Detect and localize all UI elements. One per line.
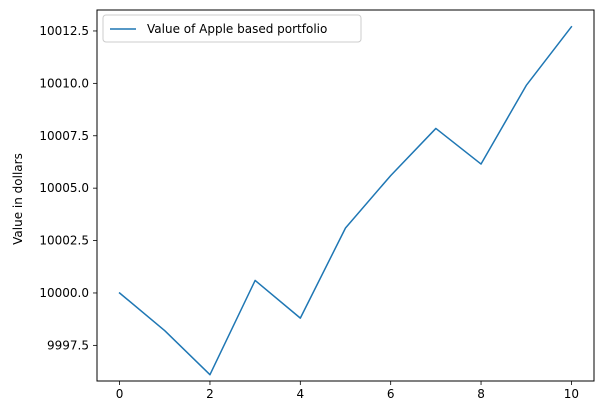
y-tick-label: 10007.5 xyxy=(39,129,89,143)
x-tick-label: 10 xyxy=(564,387,579,401)
x-tick-label: 6 xyxy=(387,387,395,401)
y-tick-label: 9997.5 xyxy=(47,338,89,352)
y-tick-label: 10012.5 xyxy=(39,24,89,38)
y-axis-label: Value in dollars xyxy=(11,153,25,245)
legend-label: Value of Apple based portfolio xyxy=(147,22,327,36)
plot-area xyxy=(118,25,573,376)
series-line xyxy=(118,25,573,376)
y-tick-label: 10005.0 xyxy=(39,181,89,195)
legend: Value of Apple based portfolio xyxy=(102,14,362,43)
x-tick-label: 0 xyxy=(116,387,124,401)
x-tick-label: 2 xyxy=(206,387,214,401)
x-tick-label: 4 xyxy=(296,387,304,401)
x-tick-label: 8 xyxy=(477,387,485,401)
y-tick-label: 10010.0 xyxy=(39,76,89,90)
y-tick-label: 10002.5 xyxy=(39,234,89,248)
y-axis-ticks: 9997.5 10000.0 10002.5 10005.0 10007.5 10010.… xyxy=(39,24,97,352)
y-tick-label: 10000.0 xyxy=(39,286,89,300)
plot-frame xyxy=(96,9,595,382)
x-axis-ticks: 0 2 4 6 8 10 xyxy=(116,381,579,401)
legend-box xyxy=(102,14,362,43)
